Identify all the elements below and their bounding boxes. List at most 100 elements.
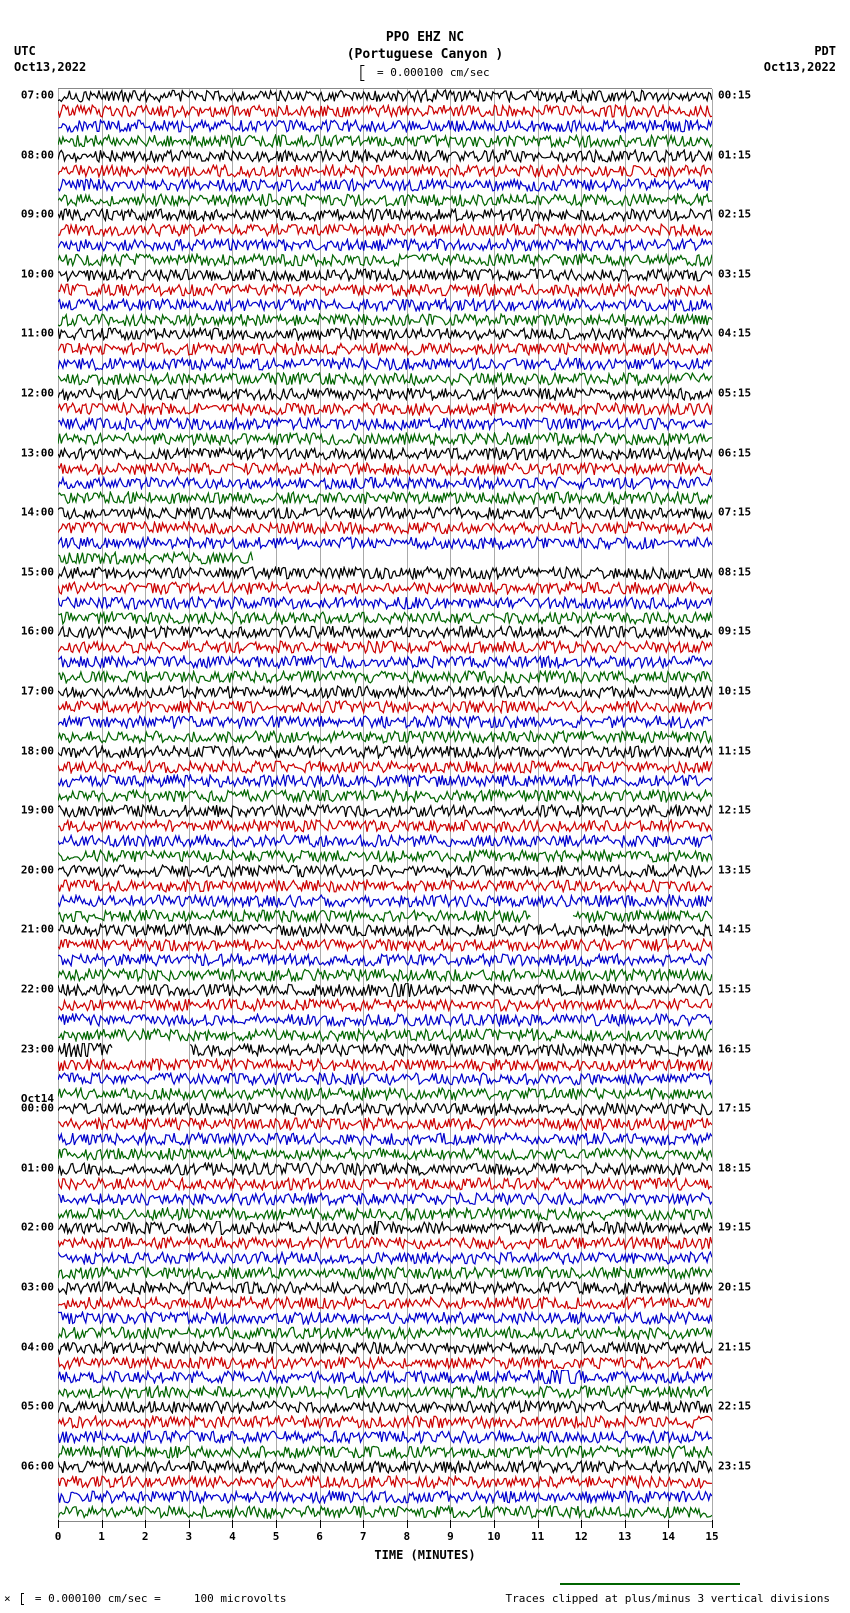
trace-row xyxy=(58,238,712,252)
trace-row xyxy=(58,432,712,446)
utc-hour-label: 06:00 xyxy=(21,1459,54,1472)
x-tick-label: 2 xyxy=(142,1530,149,1543)
footer-left-text-1: = 0.000100 cm/sec = xyxy=(35,1592,161,1605)
trace-row xyxy=(58,1087,712,1101)
trace-row xyxy=(58,268,712,282)
trace-row xyxy=(58,313,712,327)
utc-hour-label: 21:00 xyxy=(21,923,54,936)
trace-row xyxy=(58,1192,712,1206)
trace-row xyxy=(58,476,712,490)
x-tick xyxy=(450,1520,451,1528)
trace-row xyxy=(58,968,712,982)
trace-row xyxy=(58,1221,712,1235)
pdt-hour-label: 06:15 xyxy=(718,446,751,459)
footer-left-text-2: 100 microvolts xyxy=(194,1592,287,1605)
x-tick xyxy=(625,1520,626,1528)
trace-row xyxy=(58,327,712,341)
pdt-hour-label: 03:15 xyxy=(718,267,751,280)
x-tick xyxy=(145,1520,146,1528)
x-tick-label: 14 xyxy=(662,1530,675,1543)
trace-row xyxy=(58,89,712,103)
x-tick xyxy=(232,1520,233,1528)
trace-row xyxy=(58,774,712,788)
pdt-hour-label: 01:15 xyxy=(718,148,751,161)
trace-row xyxy=(58,700,712,714)
utc-hour-label: 08:00 xyxy=(21,148,54,161)
trace-row xyxy=(58,1072,712,1086)
x-tick-label: 13 xyxy=(618,1530,631,1543)
x-tick xyxy=(538,1520,539,1528)
pdt-hour-label: 00:15 xyxy=(718,89,751,102)
x-tick xyxy=(58,1520,59,1528)
trace-row xyxy=(58,1475,712,1489)
trace-row xyxy=(58,491,712,505)
utc-hour-label: 13:00 xyxy=(21,446,54,459)
pdt-hour-label: 04:15 xyxy=(718,327,751,340)
trace-row xyxy=(58,1207,712,1221)
trace-row xyxy=(58,655,712,669)
trace-row xyxy=(58,685,712,699)
trace-row xyxy=(58,521,712,535)
trace-row xyxy=(58,372,712,386)
trace-row xyxy=(58,402,712,416)
x-tick-label: 7 xyxy=(360,1530,367,1543)
trace-row xyxy=(58,1505,712,1519)
trace-row xyxy=(58,208,712,222)
x-tick-label: 3 xyxy=(185,1530,192,1543)
x-tick xyxy=(581,1520,582,1528)
trace-row xyxy=(58,342,712,356)
pdt-hour-label: 10:15 xyxy=(718,685,751,698)
trace-row xyxy=(58,849,712,863)
trace-row xyxy=(58,253,712,267)
trace-row xyxy=(58,1117,712,1131)
x-tick xyxy=(712,1520,713,1528)
utc-hour-label: 05:00 xyxy=(21,1400,54,1413)
trace-row xyxy=(58,134,712,148)
pdt-hour-label: 20:15 xyxy=(718,1281,751,1294)
trace-row xyxy=(58,611,712,625)
scale-indicator: = 0.000100 cm/sec xyxy=(360,65,489,81)
tz-right-label: PDT xyxy=(764,44,836,58)
trace-row xyxy=(58,670,712,684)
utc-hour-label: 11:00 xyxy=(21,327,54,340)
trace-row xyxy=(58,879,712,893)
trace-row xyxy=(58,1341,712,1355)
trace-row xyxy=(58,506,712,520)
pdt-hour-label: 09:15 xyxy=(718,625,751,638)
x-tick-label: 8 xyxy=(403,1530,410,1543)
utc-hour-label: 01:00 xyxy=(21,1161,54,1174)
trace-row xyxy=(58,1132,712,1146)
trace-row xyxy=(58,596,712,610)
utc-hour-label: 04:00 xyxy=(21,1340,54,1353)
pdt-hour-label: 07:15 xyxy=(718,506,751,519)
x-tick-label: 4 xyxy=(229,1530,236,1543)
pdt-hour-label: 11:15 xyxy=(718,744,751,757)
trace-row xyxy=(58,730,712,744)
trace-row xyxy=(58,760,712,774)
station-subtitle: (Portuguese Canyon ) xyxy=(347,47,504,62)
trace-row xyxy=(58,536,712,550)
trace-row xyxy=(58,625,712,639)
pdt-hour-label: 18:15 xyxy=(718,1161,751,1174)
station-title: PPO EHZ NC xyxy=(347,30,504,45)
trace-row xyxy=(58,417,712,431)
x-tick xyxy=(494,1520,495,1528)
trace-row xyxy=(58,1043,712,1057)
utc-hour-label: 17:00 xyxy=(21,685,54,698)
trace-row xyxy=(58,953,712,967)
trace-row xyxy=(58,715,712,729)
x-tick xyxy=(320,1520,321,1528)
utc-hour-label: 10:00 xyxy=(21,267,54,280)
trace-row xyxy=(58,804,712,818)
trace-row xyxy=(58,1058,712,1072)
pdt-hour-label: 14:15 xyxy=(718,923,751,936)
trace-row xyxy=(58,1147,712,1161)
trace-row xyxy=(58,1311,712,1325)
trace-row xyxy=(58,1013,712,1027)
trace-row xyxy=(58,1460,712,1474)
tz-left-label: UTC xyxy=(14,44,86,58)
utc-hour-label: 03:00 xyxy=(21,1281,54,1294)
header-center: PPO EHZ NC (Portuguese Canyon ) xyxy=(347,30,504,62)
trace-row xyxy=(58,581,712,595)
header-left: UTC Oct13,2022 xyxy=(14,44,86,74)
